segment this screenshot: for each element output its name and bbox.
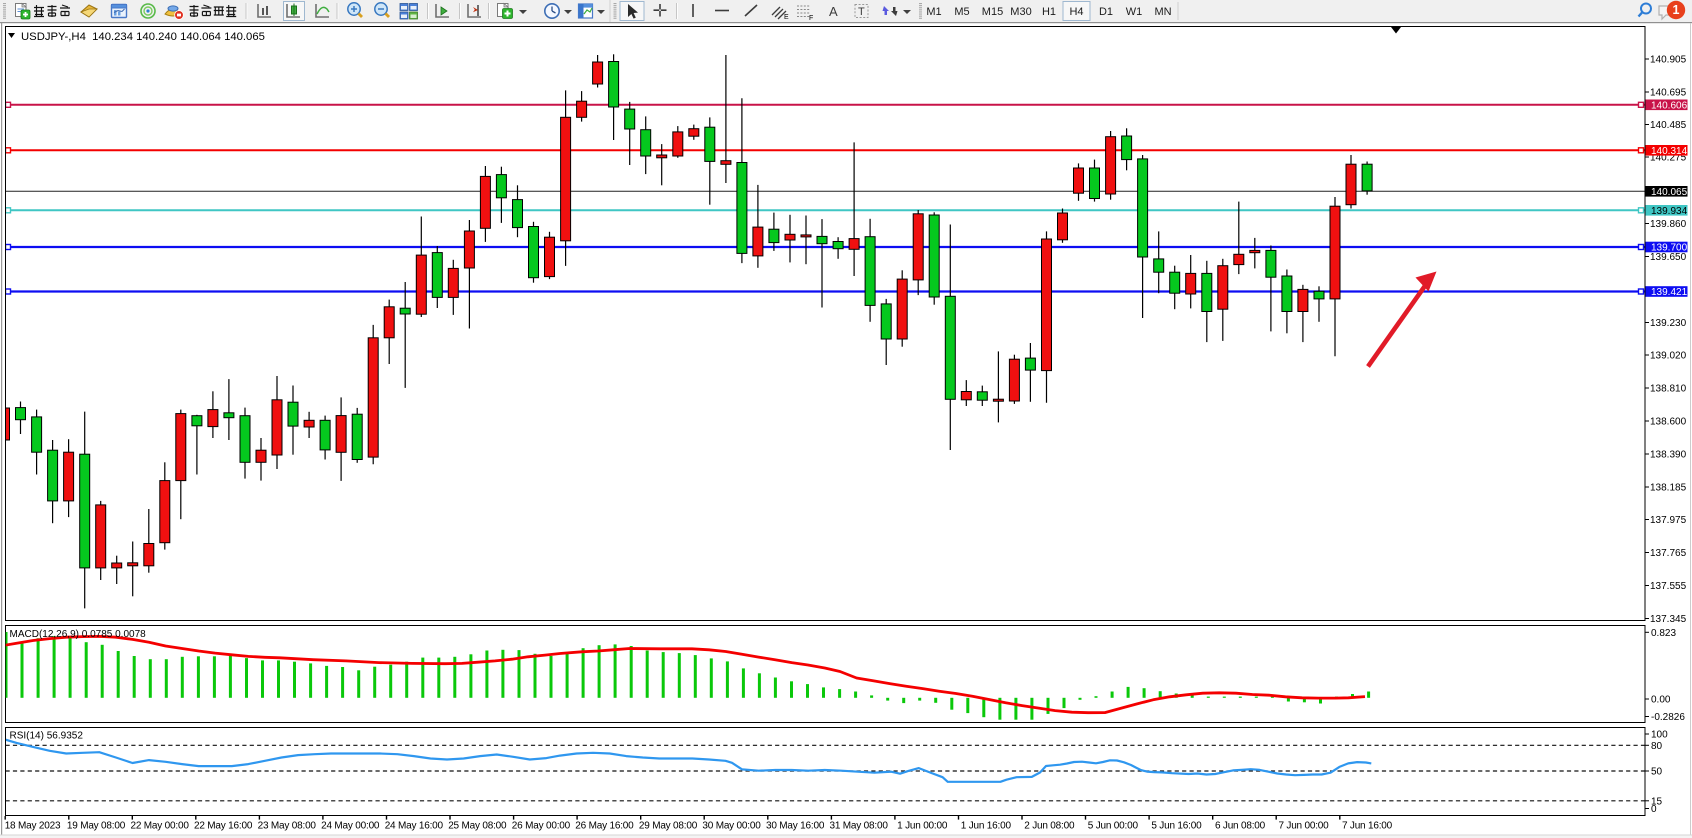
svg-text:7 Jun 00:00: 7 Jun 00:00 [1278,821,1329,832]
svg-text:137.555: 137.555 [1650,581,1687,592]
svg-text:MN: MN [1154,6,1171,18]
svg-text:30 May 00:00: 30 May 00:00 [702,821,761,832]
svg-text:M5: M5 [954,6,969,18]
svg-text:137.765: 137.765 [1650,548,1687,559]
svg-text:1 Jun 00:00: 1 Jun 00:00 [897,821,948,832]
svg-text:50: 50 [1651,767,1663,778]
svg-text:H4: H4 [1069,6,1083,18]
svg-text:D1: D1 [1099,6,1113,18]
svg-text:140.606: 140.606 [1651,100,1688,111]
svg-text:80: 80 [1651,741,1663,752]
svg-text:29 May 08:00: 29 May 08:00 [639,821,698,832]
svg-text:138.600: 138.600 [1650,417,1687,428]
svg-text:1 Jun 16:00: 1 Jun 16:00 [961,821,1012,832]
svg-text:22 May 00:00: 22 May 00:00 [130,821,189,832]
svg-text:H1: H1 [1042,6,1056,18]
svg-text:25 May 08:00: 25 May 08:00 [448,821,507,832]
svg-text:6 Jun 08:00: 6 Jun 08:00 [1215,821,1266,832]
svg-text:18 May 2023: 18 May 2023 [5,821,61,832]
svg-text:7 Jun 16:00: 7 Jun 16:00 [1342,821,1393,832]
svg-text:M30: M30 [1010,6,1031,18]
svg-text:24 May 00:00: 24 May 00:00 [321,821,380,832]
svg-text:T: T [858,6,865,18]
svg-text:MACD(12,26,9) 0.0785 0.0078: MACD(12,26,9) 0.0785 0.0078 [10,629,147,640]
svg-text:140.065: 140.065 [1651,187,1688,198]
svg-text:137.345: 137.345 [1650,614,1687,625]
svg-text:W1: W1 [1126,6,1143,18]
svg-text:138.810: 138.810 [1650,384,1687,395]
svg-text:31 May 08:00: 31 May 08:00 [829,821,888,832]
svg-text:139.934: 139.934 [1651,206,1688,217]
svg-text:139.860: 139.860 [1650,219,1687,230]
svg-text:5 Jun 16:00: 5 Jun 16:00 [1151,821,1202,832]
svg-text:140.905: 140.905 [1650,55,1687,66]
svg-text:24 May 16:00: 24 May 16:00 [385,821,444,832]
svg-text:RSI(14) 56.9352: RSI(14) 56.9352 [10,731,84,742]
svg-text:140.485: 140.485 [1650,120,1687,131]
svg-text:139.020: 139.020 [1650,351,1687,362]
svg-text:138.390: 138.390 [1650,450,1687,461]
svg-text:0.00: 0.00 [1651,695,1671,706]
svg-text:23 May 08:00: 23 May 08:00 [258,821,317,832]
svg-text:139.230: 139.230 [1650,318,1687,329]
svg-text:A: A [829,4,838,19]
svg-text:22 May 16:00: 22 May 16:00 [194,821,253,832]
svg-text:0: 0 [1651,804,1657,815]
svg-text:USDJPY-,H4 140.234 140.240 14: USDJPY-,H4 140.234 140.240 140.064 140.0… [21,31,265,43]
svg-text:15: 15 [1651,796,1663,807]
svg-text:0.823: 0.823 [1651,628,1676,639]
svg-text:140.314: 140.314 [1651,146,1688,157]
svg-text:139.421: 139.421 [1651,287,1688,298]
svg-text:140.275: 140.275 [1650,153,1687,164]
svg-text:26 May 16:00: 26 May 16:00 [575,821,634,832]
svg-text:5 Jun 00:00: 5 Jun 00:00 [1088,821,1139,832]
svg-text:2 Jun 08:00: 2 Jun 08:00 [1024,821,1075,832]
svg-text:100: 100 [1651,730,1668,741]
svg-text:139.700: 139.700 [1651,243,1688,254]
svg-text:139.650: 139.650 [1650,252,1687,263]
svg-text:M1: M1 [926,6,941,18]
svg-text:1: 1 [1673,3,1680,17]
svg-text:M15: M15 [982,6,1003,18]
svg-text:138.185: 138.185 [1650,483,1687,494]
svg-text:26 May 00:00: 26 May 00:00 [512,821,571,832]
svg-text:E: E [784,14,789,21]
svg-text:-0.2826: -0.2826 [1651,712,1685,723]
svg-text:140.695: 140.695 [1650,88,1687,99]
svg-text:19 May 08:00: 19 May 08:00 [67,821,126,832]
svg-text:137.975: 137.975 [1650,515,1687,526]
svg-text:F: F [809,15,813,22]
svg-text:30 May 16:00: 30 May 16:00 [766,821,825,832]
